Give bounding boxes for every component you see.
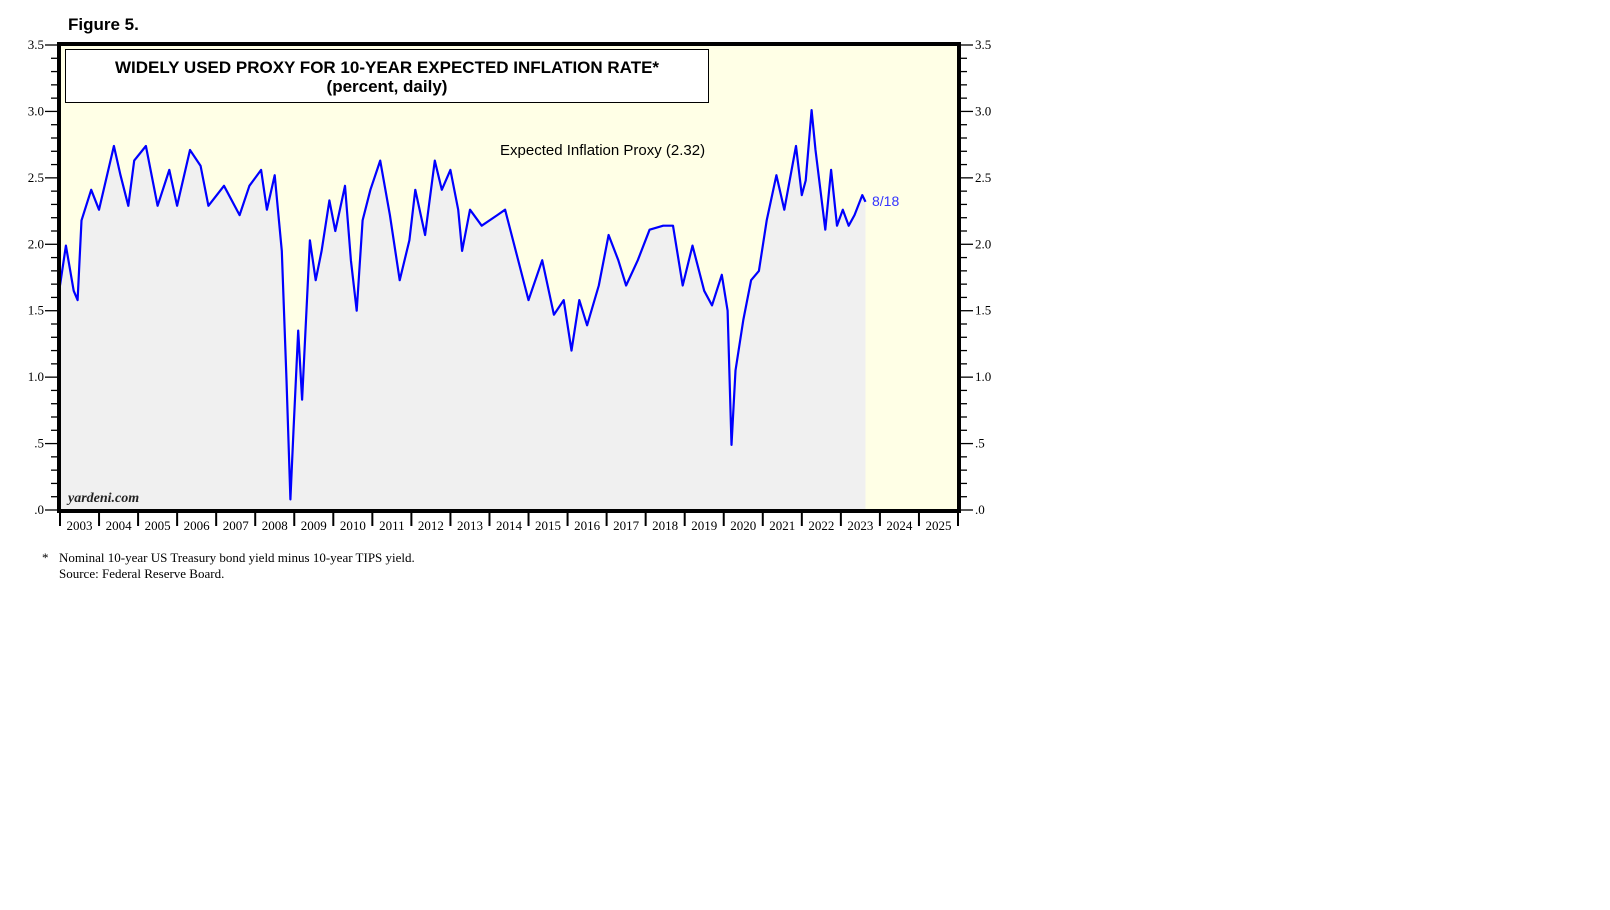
x-tick-label: 2008 (262, 518, 288, 533)
x-tick-label: 2025 (925, 518, 951, 533)
y-tick-label-left: 2.0 (28, 236, 44, 251)
y-tick-label-right: 1.5 (975, 303, 991, 318)
x-tick-label: 2005 (145, 518, 171, 533)
x-tick-label: 2015 (535, 518, 561, 533)
x-tick-label: 2022 (808, 518, 834, 533)
x-tick-label: 2024 (886, 518, 913, 533)
x-tick-label: 2011 (379, 518, 405, 533)
x-tick-label: 2010 (340, 518, 366, 533)
watermark: yardeni.com (68, 491, 140, 506)
x-tick-label: 2018 (652, 518, 678, 533)
footnote-definition: Nominal 10-year US Treasury bond yield m… (59, 550, 415, 565)
y-tick-label-right: 2.5 (975, 170, 991, 185)
y-tick-label-right: 3.0 (975, 103, 991, 118)
y-tick-label-left: 2.5 (28, 170, 44, 185)
y-tick-label-left: .0 (34, 502, 44, 517)
y-tick-label-right: 3.5 (975, 37, 991, 52)
series-area-fill (60, 110, 866, 510)
x-tick-label: 2017 (613, 518, 640, 533)
x-tick-label: 2019 (691, 518, 717, 533)
y-tick-label-right: .5 (975, 436, 985, 451)
figure-label: Figure 5. (68, 15, 139, 34)
chart-subtitle: (percent, daily) (326, 77, 448, 96)
y-tick-label-left: 3.0 (28, 103, 44, 118)
y-tick-label-left: 1.0 (28, 369, 44, 384)
footnote-marker: * (42, 550, 49, 565)
x-tick-label: 2012 (418, 518, 444, 533)
x-tick-label: 2013 (457, 518, 483, 533)
x-tick-label: 2021 (769, 518, 795, 533)
x-tick-label: 2009 (301, 518, 327, 533)
series-end-label: 8/18 (872, 193, 900, 209)
footnote-source: Source: Federal Reserve Board. (59, 566, 225, 581)
series-label: Expected Inflation Proxy (2.32) (500, 142, 706, 159)
y-tick-label-right: 1.0 (975, 369, 991, 384)
y-tick-label-left: 1.5 (28, 303, 44, 318)
x-tick-label: 2023 (847, 518, 873, 533)
y-tick-label-right: .0 (975, 502, 985, 517)
y-tick-label-left: .5 (34, 436, 44, 451)
x-tick-label: 2020 (730, 518, 756, 533)
chart-title: WIDELY USED PROXY FOR 10-YEAR EXPECTED I… (114, 58, 660, 77)
x-tick-label: 2003 (67, 518, 93, 533)
plot-frame (57, 42, 961, 513)
x-tick-label: 2007 (223, 518, 250, 533)
series-line (58, 108, 867, 501)
footnote: * Nominal 10-year US Treasury bond yield… (42, 550, 415, 582)
x-tick-label: 2004 (106, 518, 133, 533)
x-tick-label: 2006 (184, 518, 211, 533)
y-tick-label-right: 2.0 (975, 236, 991, 251)
x-tick-label: 2016 (574, 518, 601, 533)
y-tick-label-left: 3.5 (28, 37, 44, 52)
chart-title-box: WIDELY USED PROXY FOR 10-YEAR EXPECTED I… (65, 49, 709, 103)
x-tick-label: 2014 (496, 518, 523, 533)
